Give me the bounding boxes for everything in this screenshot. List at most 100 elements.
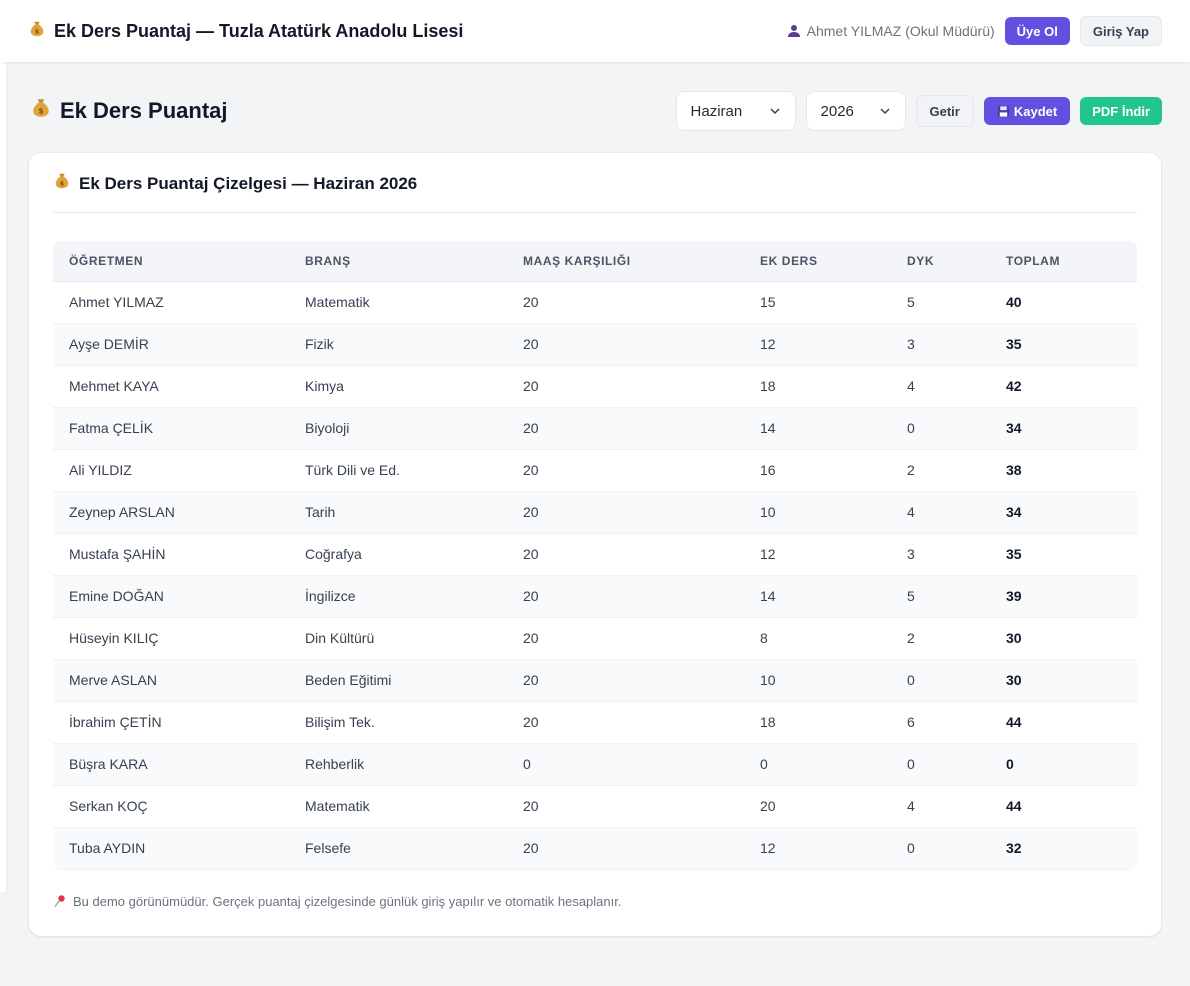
table-header-row: ÖĞRETMEN BRANŞ MAAŞ KARŞILIĞI EK DERS DY… [53,241,1137,282]
cell-teacher-name: Ayşe DEMİR [69,336,149,352]
cell-teacher-name: Emine DOĞAN [69,588,164,604]
app-title-text: Ek Ders Puantaj — Tuzla Atatürk Anadolu … [54,20,464,41]
cell-extra-lesson: 0 [760,756,768,772]
cell-teacher-name: Hüseyin KILIÇ [69,630,159,646]
cell-extra-lesson: 18 [760,714,776,730]
cell-extra-lesson: 10 [760,504,776,520]
cell-teacher-name: İbrahim ÇETİN [69,714,162,730]
cell-salary-equivalent: 0 [523,756,531,772]
cell-teacher-name: Ahmet YILMAZ [69,294,164,310]
footnote: Bu demo görünümüdür. Gerçek puantaj çize… [53,894,1137,909]
cell-teacher-name: Mustafa ŞAHİN [69,546,166,562]
svg-text:$: $ [60,181,64,188]
cell-total: 39 [1006,588,1022,604]
page-title: $ Ek Ders Puantaj [30,97,228,125]
cell-salary-equivalent: 20 [523,546,539,562]
money-bag-icon: $ [28,20,46,43]
table-row: Ahmet YILMAZ Matematik 20 15 5 40 [53,281,1137,323]
cell-dyk: 6 [907,714,915,730]
cell-branch: Kimya [305,378,344,394]
cell-total: 34 [1006,420,1022,436]
cell-total: 30 [1006,672,1022,688]
cell-teacher-name: Tuba AYDIN [69,840,146,856]
cell-salary-equivalent: 20 [523,378,539,394]
app-title: $ Ek Ders Puantaj — Tuzla Atatürk Anadol… [28,20,463,43]
cell-teacher-name: Büşra KARA [69,756,148,772]
money-bag-icon: $ [30,97,52,125]
month-select[interactable]: Haziran [675,91,796,131]
table-row: Mustafa ŞAHİN Coğrafya 20 12 3 35 [53,533,1137,575]
cell-total: 0 [1006,756,1014,772]
header-extra-lesson: EK DERS [744,241,891,282]
cell-dyk: 5 [907,588,915,604]
cell-total: 40 [1006,294,1022,310]
card-title-text: Ek Ders Puantaj Çizelgesi — Haziran 2026 [79,173,418,193]
table-row: Zeynep ARSLAN Tarih 20 10 4 34 [53,491,1137,533]
cell-salary-equivalent: 20 [523,714,539,730]
cell-extra-lesson: 16 [760,462,776,478]
login-button[interactable]: Giriş Yap [1079,16,1162,46]
top-navbar: $ Ek Ders Puantaj — Tuzla Atatürk Anadol… [0,0,1190,62]
cell-extra-lesson: 8 [760,630,768,646]
cell-dyk: 2 [907,630,915,646]
cell-extra-lesson: 12 [760,840,776,856]
cell-extra-lesson: 14 [760,420,776,436]
svg-text:$: $ [35,28,39,35]
money-bag-icon: $ [53,172,71,195]
cell-branch: Tarih [305,504,336,520]
pdf-download-button[interactable]: PDF İndir [1080,97,1162,125]
header-teacher: ÖĞRETMEN [53,241,289,282]
table-row: Fatma ÇELİK Biyoloji 20 14 0 34 [53,407,1137,449]
cell-total: 34 [1006,504,1022,520]
cell-branch: İngilizce [305,588,356,604]
cell-dyk: 3 [907,546,915,562]
year-select-value: 2026 [820,102,854,120]
fetch-button[interactable]: Getir [915,95,974,127]
signup-button[interactable]: Üye Ol [1004,17,1070,45]
table-row: Ali YILDIZ Türk Dili ve Ed. 20 16 2 38 [53,449,1137,491]
timesheet-card: $ Ek Ders Puantaj Çizelgesi — Haziran 20… [29,153,1161,936]
month-select-value: Haziran [690,102,743,120]
cell-dyk: 2 [907,462,915,478]
cell-extra-lesson: 10 [760,672,776,688]
cell-dyk: 5 [907,294,915,310]
table-row: Mehmet KAYA Kimya 20 18 4 42 [53,365,1137,407]
save-button[interactable]: Kaydet [983,97,1071,125]
cell-extra-lesson: 15 [760,294,776,310]
cell-salary-equivalent: 20 [523,588,539,604]
cell-salary-equivalent: 20 [523,294,539,310]
cell-teacher-name: Mehmet KAYA [69,378,159,394]
cell-teacher-name: Fatma ÇELİK [69,420,154,436]
cell-salary-equivalent: 20 [523,504,539,520]
cell-total: 42 [1006,378,1022,394]
cell-branch: Rehberlik [305,756,365,772]
table-head: ÖĞRETMEN BRANŞ MAAŞ KARŞILIĞI EK DERS DY… [53,241,1137,282]
cell-salary-equivalent: 20 [523,840,539,856]
cell-teacher-name: Merve ASLAN [69,672,157,688]
svg-text:$: $ [38,107,43,116]
page-header: $ Ek Ders Puantaj Haziran 2026 Getir Kay… [30,91,1162,131]
cell-total: 30 [1006,630,1022,646]
table-row: Hüseyin KILIÇ Din Kültürü 20 8 2 30 [53,617,1137,659]
year-select[interactable]: 2026 [805,91,906,131]
pushpin-icon [54,895,65,907]
cell-dyk: 4 [907,504,915,520]
cell-total: 32 [1006,840,1022,856]
cell-dyk: 0 [907,672,915,688]
cell-total: 44 [1006,798,1022,814]
table-row: İbrahim ÇETİN Bilişim Tek. 20 18 6 44 [53,701,1137,743]
cell-total: 35 [1006,336,1022,352]
cell-branch: Din Kültürü [305,630,375,646]
cell-salary-equivalent: 20 [523,672,539,688]
cell-branch: Beden Eğitimi [305,672,392,688]
cell-teacher-name: Ali YILDIZ [69,462,132,478]
cell-dyk: 0 [907,756,915,772]
cell-dyk: 0 [907,420,915,436]
timesheet-table-wrapper: ÖĞRETMEN BRANŞ MAAŞ KARŞILIĞI EK DERS DY… [53,241,1137,870]
left-panel-edge [0,62,6,892]
cell-teacher-name: Zeynep ARSLAN [69,504,175,520]
header-salary-equivalent: MAAŞ KARŞILIĞI [507,241,744,282]
cell-extra-lesson: 20 [760,798,776,814]
chevron-down-icon [879,108,890,115]
user-name: Ahmet YILMAZ (Okul Müdürü) [806,23,995,39]
